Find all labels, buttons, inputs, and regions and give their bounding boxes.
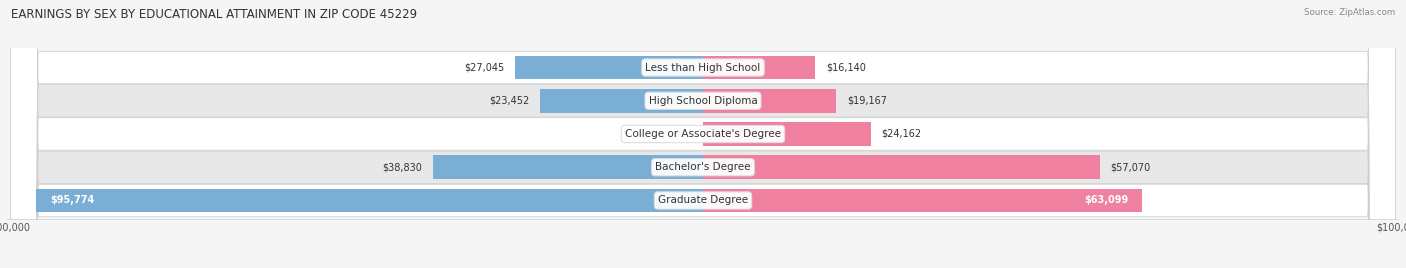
Text: Graduate Degree: Graduate Degree [658, 195, 748, 206]
Text: $24,162: $24,162 [882, 129, 922, 139]
Text: $95,774: $95,774 [51, 195, 94, 206]
Bar [703, 155, 1099, 179]
Text: $16,140: $16,140 [825, 62, 866, 73]
Bar [703, 122, 872, 146]
Text: $38,830: $38,830 [382, 162, 422, 172]
Bar [515, 55, 703, 80]
FancyBboxPatch shape [10, 0, 1396, 268]
Text: $0: $0 [673, 129, 686, 139]
Bar [703, 188, 1142, 213]
Text: High School Diploma: High School Diploma [648, 96, 758, 106]
Bar [540, 89, 703, 113]
Text: Less than High School: Less than High School [645, 62, 761, 73]
FancyBboxPatch shape [10, 0, 1396, 268]
Text: College or Associate's Degree: College or Associate's Degree [626, 129, 780, 139]
FancyBboxPatch shape [10, 0, 1396, 268]
Text: EARNINGS BY SEX BY EDUCATIONAL ATTAINMENT IN ZIP CODE 45229: EARNINGS BY SEX BY EDUCATIONAL ATTAINMEN… [11, 8, 418, 21]
Text: Source: ZipAtlas.com: Source: ZipAtlas.com [1303, 8, 1395, 17]
Text: $23,452: $23,452 [489, 96, 529, 106]
Bar [37, 188, 703, 213]
FancyBboxPatch shape [10, 0, 1396, 268]
Text: $57,070: $57,070 [1111, 162, 1152, 172]
Text: $19,167: $19,167 [846, 96, 887, 106]
FancyBboxPatch shape [10, 0, 1396, 268]
Text: Bachelor's Degree: Bachelor's Degree [655, 162, 751, 172]
Bar [433, 155, 703, 179]
Bar [703, 89, 837, 113]
Bar [703, 55, 815, 80]
Text: $27,045: $27,045 [464, 62, 505, 73]
Text: $63,099: $63,099 [1084, 195, 1128, 206]
